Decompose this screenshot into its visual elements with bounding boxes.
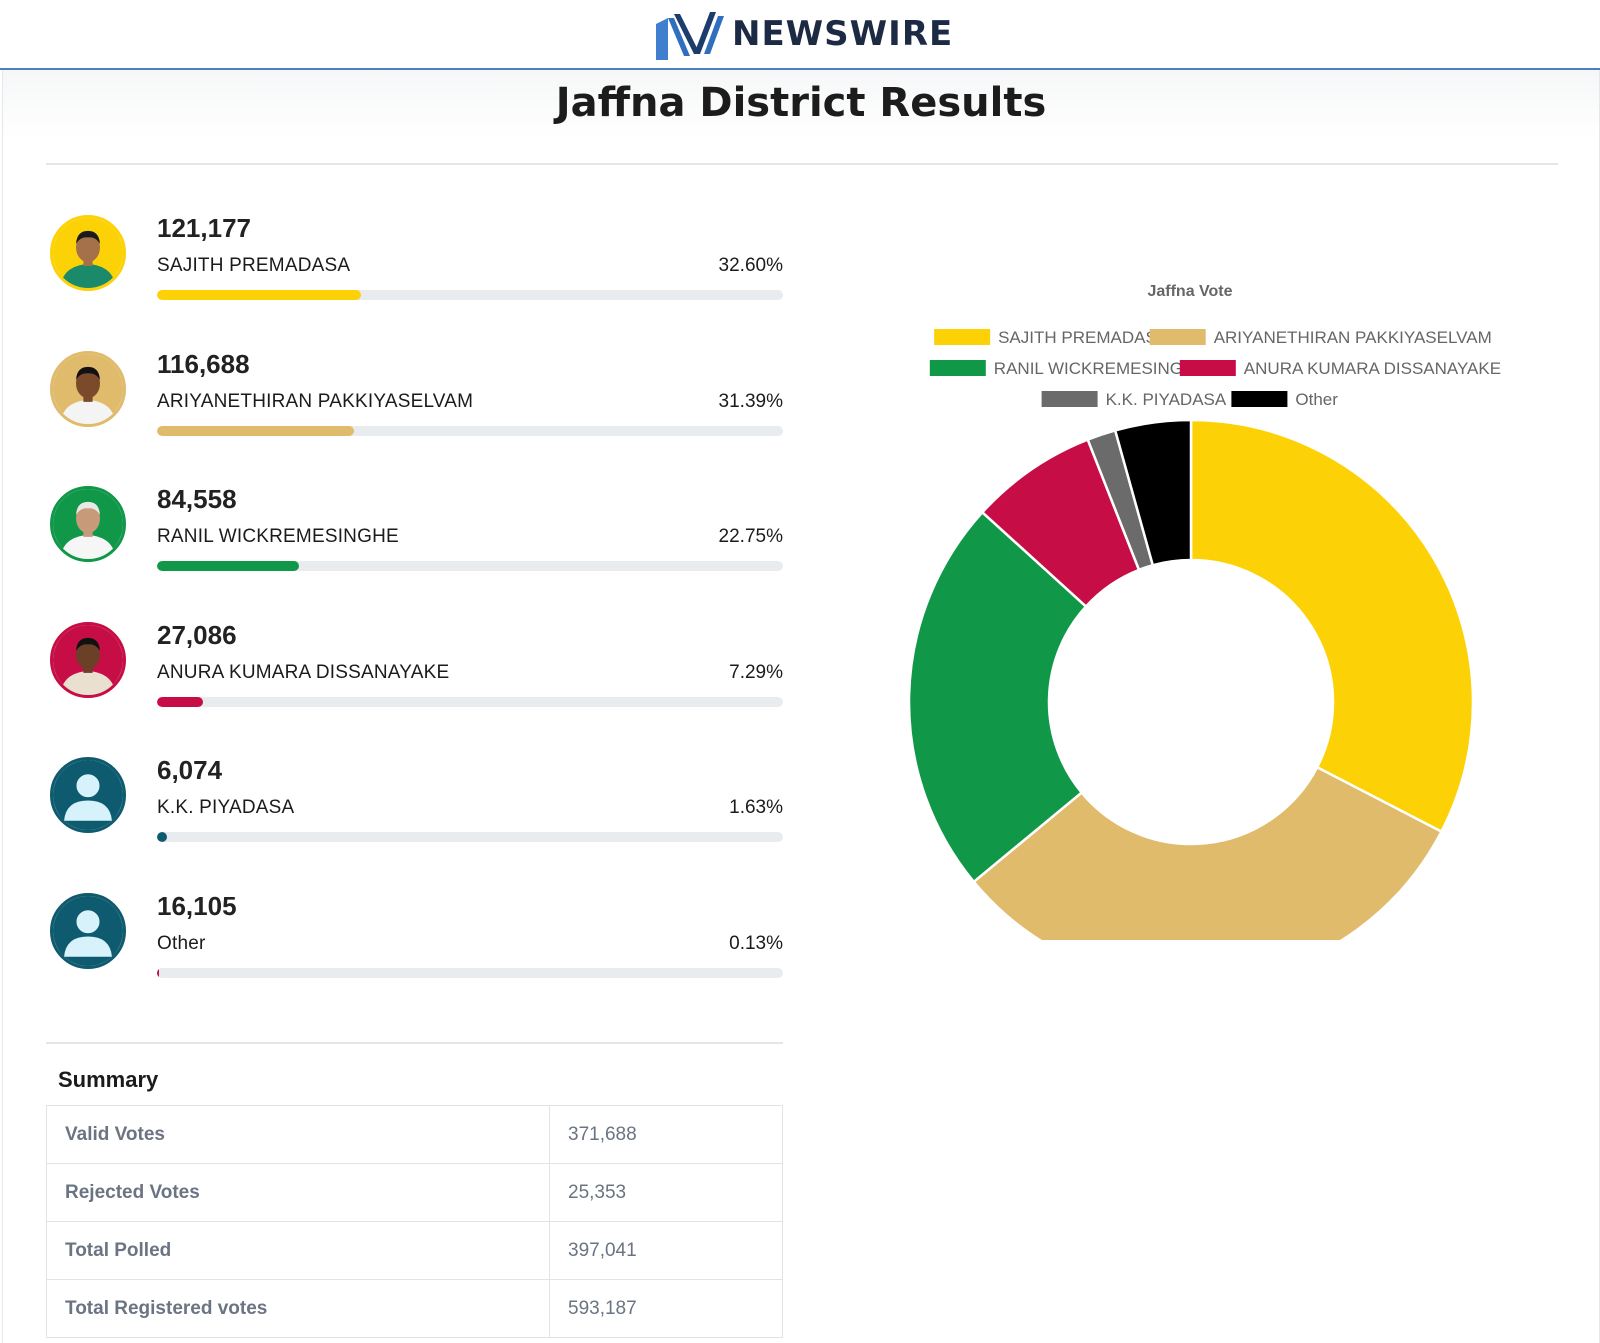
vote-share-fill: [157, 561, 300, 571]
candidate-avatar: [50, 350, 126, 427]
candidate-percent: 7.29%: [729, 661, 783, 683]
vote-share-fill: [157, 425, 354, 436]
candidate-avatar: [50, 486, 126, 562]
candidate-percent: 32.60%: [718, 255, 783, 276]
candidate-percent: 31.39%: [718, 390, 783, 412]
summary-label: Rejected Votes: [46, 1163, 550, 1222]
title-divider: [46, 163, 1558, 165]
legend-label: RANIL WICKREMESINGHE: [994, 359, 1207, 378]
legend-label: SAJITH PREMADASA: [998, 328, 1169, 347]
summary-divider: [46, 1042, 783, 1044]
page-title: Jaffna District Results: [555, 80, 1047, 126]
summary-row: Valid Votes 371,688: [46, 1105, 783, 1164]
summary-title: Summary: [58, 1067, 159, 1092]
summary-value: 371,688: [549, 1105, 783, 1164]
summary-value: 25,353: [549, 1163, 783, 1222]
legend-label: Other: [1295, 390, 1338, 409]
candidate-votes: 16,105: [157, 890, 237, 921]
donut-chart: Jaffna Vote SAJITH PREMADASA ARIYANETHIRAN…: [907, 283, 1501, 986]
results-page: Jaffna District Results 121,177 SAJITH PR…: [2, 70, 1600, 1343]
candidate-votes: 121,177: [157, 213, 251, 243]
newswire-logo-icon: [656, 12, 724, 60]
legend-label: K.K. PIYADASA: [1106, 390, 1227, 409]
candidate-name: Other: [157, 932, 206, 954]
candidate-name: K.K. PIYADASA: [157, 797, 295, 818]
summary-row: Rejected Votes 25,353: [46, 1163, 783, 1222]
candidate-row: 116,688 ARIYANETHIRAN PAKKIYASELVAM 31.39%: [50, 349, 783, 441]
candidate-name: ARIYANETHIRAN PAKKIYASELVAM: [157, 390, 474, 412]
candidate-row: 16,105 Other 0.13%: [50, 891, 783, 983]
candidate-row: 84,558 RANIL WICKREMESINGHE 22.75%: [50, 484, 783, 576]
candidate-avatar: [50, 215, 126, 291]
candidate-percent: 22.75%: [718, 526, 783, 547]
candidate-votes: 6,074: [157, 755, 223, 785]
candidate-percent: 0.13%: [729, 932, 783, 954]
candidate-name: RANIL WICKREMESINGHE: [157, 526, 399, 547]
legend-label: ARIYANETHIRAN PAKKIYASELVAM: [1214, 328, 1492, 347]
summary-value: 397,041: [549, 1221, 783, 1280]
summary-label: Valid Votes: [46, 1105, 550, 1164]
summary-label: Total Registered votes: [46, 1279, 550, 1338]
legend-swatch: [1179, 360, 1236, 376]
candidate-votes: 116,688: [157, 348, 250, 379]
candidate-votes: 27,086: [157, 619, 237, 650]
chart-title: Jaffna Vote: [1147, 283, 1232, 300]
donut-slice-3[interactable]: [907, 510, 1088, 884]
top-bar: NEWSWIRE: [0, 0, 1600, 70]
summary-value: 593,187: [549, 1279, 783, 1338]
vote-share-bar: [157, 561, 783, 571]
vote-share-bar: [157, 290, 783, 300]
vote-share-bar: [157, 832, 783, 842]
brand-logo[interactable]: NEWSWIRE: [654, 8, 953, 60]
legend-swatch: [1231, 391, 1288, 407]
summary-row: Total Registered votes 593,187: [46, 1279, 783, 1338]
candidate-avatar: [50, 621, 126, 698]
summary-row: Total Polled 397,041: [46, 1221, 783, 1280]
vote-share-fill: [157, 696, 203, 707]
donut-slice-1[interactable]: [1189, 418, 1475, 834]
vote-share-fill: [157, 832, 168, 842]
candidate-row: 121,177 SAJITH PREMADASA 32.60%: [50, 213, 783, 305]
candidate-avatar: [50, 757, 126, 833]
vote-share-bar: [157, 696, 783, 707]
vote-share-fill: [157, 967, 159, 978]
donut-slice-6[interactable]: [1113, 418, 1193, 567]
summary-table: Valid Votes 371,688 Rejected Votes 25,353 To…: [46, 1105, 783, 1338]
candidate-name: ANURA KUMARA DISSANAYAKE: [157, 661, 450, 683]
candidate-name: SAJITH PREMADASA: [157, 255, 351, 276]
candidate-percent: 1.63%: [729, 797, 783, 818]
summary-label: Total Polled: [46, 1221, 550, 1280]
vote-share-bar: [157, 967, 783, 978]
candidate-votes: 84,558: [157, 484, 237, 514]
legend-swatch: [934, 329, 991, 345]
vote-share-bar: [157, 425, 783, 436]
legend-swatch: [1149, 329, 1206, 345]
candidate-row: 27,086 ANURA KUMARA DISSANAYAKE 7.29%: [50, 620, 783, 712]
legend-label: ANURA KUMARA DISSANAYAKE: [1244, 359, 1501, 378]
vote-chart: Jaffna Vote SAJITH PREMADASA ARIYANETHIRAN…: [863, 200, 1503, 986]
candidate-row: 6,074 K.K. PIYADASA 1.63%: [50, 755, 783, 847]
brand-name: NEWSWIRE: [732, 14, 954, 54]
legend-swatch: [1041, 391, 1098, 407]
vote-share-fill: [157, 290, 362, 300]
candidate-avatar: [50, 892, 126, 969]
legend-swatch: [929, 360, 986, 376]
